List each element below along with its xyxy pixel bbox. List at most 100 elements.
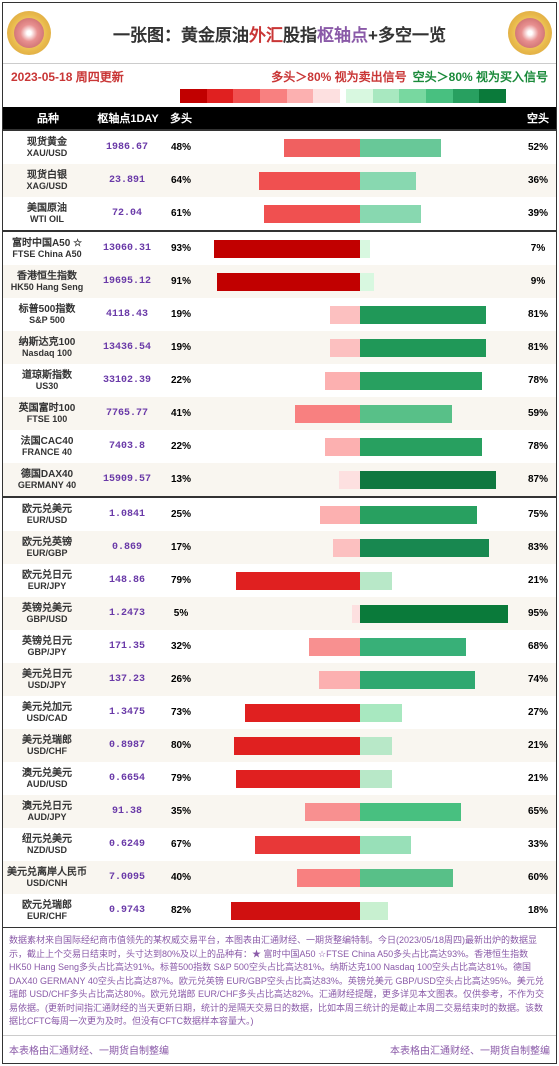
long-pct: 5% xyxy=(163,608,199,619)
table-row: 美元兑瑞郎USD/CHF0.898780%21% xyxy=(3,729,556,762)
long-pct: 22% xyxy=(163,375,199,386)
short-pct: 78% xyxy=(520,375,556,386)
short-pct: 27% xyxy=(520,707,556,718)
pivot-value: 72.04 xyxy=(91,208,163,219)
column-header: 品种 枢轴点1DAY 多头 空头 xyxy=(3,107,556,129)
long-pct: 93% xyxy=(163,243,199,254)
instrument-name: 英镑兑日元GBP/JPY xyxy=(3,636,91,658)
table-row: 富时中国A50 ☆FTSE China A5013060.3193%7% xyxy=(3,232,556,265)
medal-icon-left xyxy=(7,11,51,55)
bar-chart xyxy=(199,902,520,920)
instrument-name: 欧元兑日元EUR/JPY xyxy=(3,570,91,592)
bar-chart xyxy=(199,139,520,157)
bar-chart xyxy=(199,638,520,656)
bar-chart xyxy=(199,869,520,887)
short-pct: 83% xyxy=(520,542,556,553)
pivot-value: 7.0095 xyxy=(91,872,163,883)
table-row: 道琼斯指数US3033102.3922%78% xyxy=(3,364,556,397)
short-pct: 81% xyxy=(520,309,556,320)
pivot-value: 13436.54 xyxy=(91,342,163,353)
pivot-value: 33102.39 xyxy=(91,375,163,386)
long-pct: 40% xyxy=(163,872,199,883)
pivot-value: 1986.67 xyxy=(91,142,163,153)
long-pct: 64% xyxy=(163,175,199,186)
instrument-name: 欧元兑美元EUR/USD xyxy=(3,504,91,526)
instrument-name: 欧元兑瑞郎EUR/CHF xyxy=(3,900,91,922)
table-row: 德国DAX40GERMANY 4015909.5713%87% xyxy=(3,463,556,496)
instrument-name: 德国DAX40GERMANY 40 xyxy=(3,469,91,491)
instrument-name: 美元兑加元USD/CAD xyxy=(3,702,91,724)
table-row: 美元兑日元USD/JPY137.2326%74% xyxy=(3,663,556,696)
short-pct: 21% xyxy=(520,740,556,751)
pivot-value: 0.6654 xyxy=(91,773,163,784)
pivot-value: 0.869 xyxy=(91,542,163,553)
instrument-name: 美国原油WTI OIL xyxy=(3,203,91,225)
short-pct: 60% xyxy=(520,872,556,883)
bar-chart xyxy=(199,770,520,788)
table-row: 欧元兑瑞郎EUR/CHF0.974382%18% xyxy=(3,894,556,927)
long-pct: 73% xyxy=(163,707,199,718)
table-row: 现货白银XAG/USD23.89164% 36% xyxy=(3,164,556,197)
header: 一张图：黄金原油外汇股指枢轴点+多空一览 xyxy=(3,3,556,64)
table-row: 标普500指数S&P 5004118.4319%81% xyxy=(3,298,556,331)
bar-chart xyxy=(199,471,520,489)
long-pct: 79% xyxy=(163,575,199,586)
instrument-name: 法国CAC40FRANCE 40 xyxy=(3,436,91,458)
instrument-name: 美元兑日元USD/JPY xyxy=(3,669,91,691)
section: 现货黄金XAU/USD1986.6748%52%现货白银XAG/USD23.89… xyxy=(3,129,556,230)
pivot-value: 4118.43 xyxy=(91,309,163,320)
short-pct: 18% xyxy=(520,905,556,916)
gradient-buy xyxy=(346,89,506,103)
pivot-value: 7765.77 xyxy=(91,408,163,419)
col-short: 空头 xyxy=(520,110,556,126)
bar-chart xyxy=(199,671,520,689)
table-row: 欧元兑日元EUR/JPY148.8679% 21% xyxy=(3,564,556,597)
footer-note: 数据素材来自国际经纪商市值领先的某权威交易平台，本图表由汇通财经、一期货整编特制… xyxy=(3,927,556,1035)
short-pct: 36% xyxy=(520,175,556,186)
long-pct: 91% xyxy=(163,276,199,287)
pivot-value: 91.38 xyxy=(91,806,163,817)
long-pct: 61% xyxy=(163,208,199,219)
short-pct: 21% xyxy=(520,773,556,784)
instrument-name: 现货白银XAG/USD xyxy=(3,170,91,192)
bar-chart xyxy=(199,372,520,390)
short-pct: 81% xyxy=(520,342,556,353)
instrument-name: 美元兑离岸人民币USD/CNH xyxy=(3,867,91,889)
instrument-name: 现货黄金XAU/USD xyxy=(3,137,91,159)
table-row: 澳元兑日元AUD/JPY91.3835%65% xyxy=(3,795,556,828)
long-pct: 79% xyxy=(163,773,199,784)
pivot-value: 0.6249 xyxy=(91,839,163,850)
credit-left: 本表格由汇通财经、一期货自制整编 xyxy=(9,1042,169,1057)
table-row: 英镑兑日元GBP/JPY171.3532%68% xyxy=(3,630,556,663)
short-pct: 52% xyxy=(520,142,556,153)
pivot-value: 148.86 xyxy=(91,575,163,586)
col-pivot: 枢轴点1DAY xyxy=(93,110,163,126)
data-body: 现货黄金XAU/USD1986.6748%52%现货白银XAG/USD23.89… xyxy=(3,129,556,927)
instrument-name: 澳元兑日元AUD/JPY xyxy=(3,801,91,823)
instrument-name: 标普500指数S&P 500 xyxy=(3,304,91,326)
long-pct: 35% xyxy=(163,806,199,817)
table-row: 欧元兑美元EUR/USD1.084125%75% xyxy=(3,498,556,531)
pivot-value: 0.8987 xyxy=(91,740,163,751)
instrument-name: 香港恒生指数HK50 Hang Seng xyxy=(3,271,91,293)
section: 富时中国A50 ☆FTSE China A5013060.3193%7% 香港恒生… xyxy=(3,230,556,496)
short-pct: 33% xyxy=(520,839,556,850)
bar-chart xyxy=(199,339,520,357)
col-name: 品种 xyxy=(3,110,93,126)
short-pct: 78% xyxy=(520,441,556,452)
short-pct: 68% xyxy=(520,641,556,652)
bar-chart xyxy=(199,438,520,456)
short-pct: 9% xyxy=(520,276,556,287)
bar-chart xyxy=(199,605,520,623)
long-pct: 13% xyxy=(163,474,199,485)
bar-chart xyxy=(199,803,520,821)
medal-icon-right xyxy=(508,11,552,55)
gradient-row xyxy=(3,89,556,107)
long-pct: 22% xyxy=(163,441,199,452)
pivot-value: 171.35 xyxy=(91,641,163,652)
short-pct: 74% xyxy=(520,674,556,685)
bar-chart xyxy=(199,405,520,423)
pivot-value: 23.891 xyxy=(91,175,163,186)
short-pct: 21% xyxy=(520,575,556,586)
instrument-name: 澳元兑美元AUD/USD xyxy=(3,768,91,790)
